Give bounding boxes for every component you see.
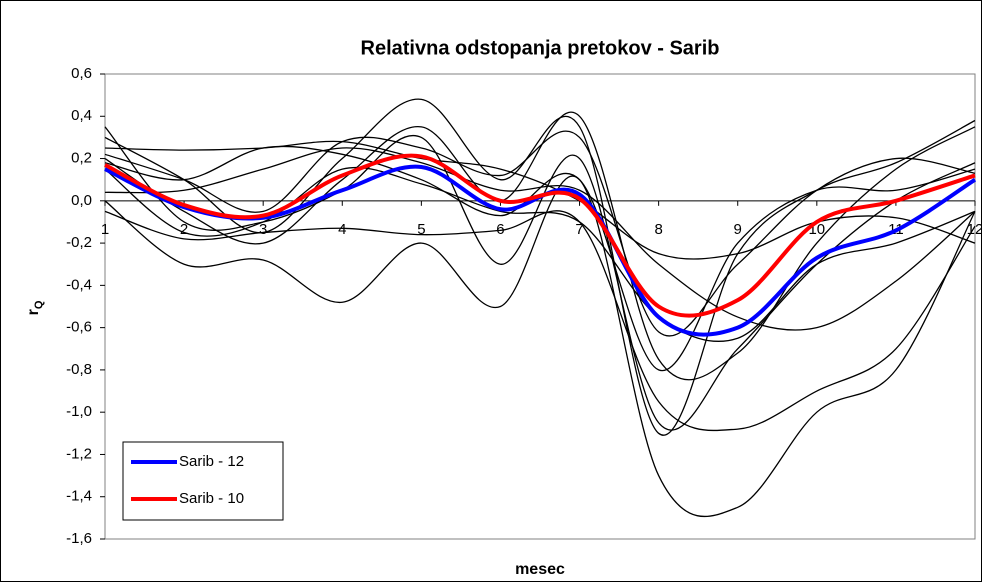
y-tick-label: -0,4 <box>66 276 92 293</box>
y-tick-label: -1,0 <box>66 403 92 420</box>
y-tick-label: -0,6 <box>66 319 92 336</box>
background-line <box>104 145 976 372</box>
axes: -1,6 -1,4 -1,2 -1,0 -0,8 -0,6 -0,4 -0,2 0,0 0,2 0,… <box>66 65 982 547</box>
legend: Sarib - 12 Sarib - 10 <box>122 441 284 521</box>
background-line <box>104 166 976 342</box>
series-line <box>104 164 977 337</box>
x-tick-label: 6 <box>496 221 504 238</box>
series-group <box>104 98 977 517</box>
background-line <box>104 111 976 381</box>
legend-label: Sarib - 12 <box>179 453 244 470</box>
y-tick-label: -1,6 <box>66 530 92 547</box>
y-tick-label: 0,4 <box>71 107 92 124</box>
y-tick-label: -0,8 <box>66 361 92 378</box>
y-tick-label: 0,2 <box>71 150 92 167</box>
x-tick-label: 8 <box>654 221 662 238</box>
y-tick-label: 0,0 <box>71 192 92 209</box>
x-tick-label: 9 <box>734 221 742 238</box>
legend-box <box>122 441 284 521</box>
y-axis-label-main: r <box>25 309 42 315</box>
background-line <box>104 147 976 331</box>
y-tick-label: -0,2 <box>66 234 92 251</box>
x-tick-label: 4 <box>338 221 346 238</box>
x-axis-label: mesec <box>515 561 565 578</box>
chart-title: Relativna odstopanja pretokov - Sarib <box>361 37 720 59</box>
y-tick-label: -1,2 <box>66 445 92 462</box>
x-tick-label: 1 <box>101 221 109 238</box>
legend-label: Sarib - 10 <box>179 490 244 507</box>
background-line <box>104 175 976 517</box>
y-tick-label: 0,6 <box>71 65 92 82</box>
series-line <box>104 153 976 318</box>
x-tick-label: 7 <box>575 221 583 238</box>
x-tick-label: 3 <box>259 221 267 238</box>
x-tick-label: 2 <box>180 221 188 238</box>
y-axis-label: rQ <box>25 300 45 315</box>
x-tick-label: 5 <box>417 221 425 238</box>
y-tick-label: -1,4 <box>66 488 92 505</box>
y-axis-label-sub: Q <box>33 300 45 309</box>
